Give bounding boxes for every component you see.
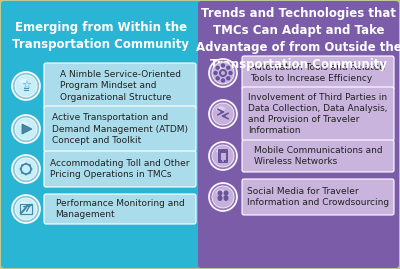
Wedge shape	[19, 161, 28, 167]
Circle shape	[209, 183, 237, 211]
Circle shape	[15, 75, 37, 97]
FancyBboxPatch shape	[198, 1, 399, 268]
Circle shape	[212, 186, 234, 208]
Circle shape	[221, 63, 225, 68]
FancyBboxPatch shape	[1, 1, 201, 268]
Circle shape	[209, 100, 237, 128]
Circle shape	[218, 190, 222, 196]
Text: Performance Monitoring and
Management: Performance Monitoring and Management	[56, 199, 184, 219]
Circle shape	[209, 142, 237, 170]
Circle shape	[228, 71, 233, 75]
Text: Emerging from Within the
Transportation Community: Emerging from Within the Transportation …	[12, 21, 190, 51]
Wedge shape	[19, 201, 28, 207]
Circle shape	[15, 198, 37, 220]
FancyBboxPatch shape	[44, 151, 196, 187]
Circle shape	[12, 155, 40, 183]
Circle shape	[212, 62, 234, 84]
Circle shape	[15, 118, 37, 140]
Circle shape	[28, 164, 31, 167]
Ellipse shape	[218, 195, 222, 201]
Text: Active Transportation and
Demand Management (ATDM)
Concept and Toolkit: Active Transportation and Demand Managem…	[52, 114, 188, 145]
Circle shape	[12, 195, 40, 223]
Circle shape	[209, 59, 237, 87]
Text: Mobile Communications and
Wireless Networks: Mobile Communications and Wireless Netwo…	[254, 146, 382, 166]
Wedge shape	[216, 148, 226, 154]
Wedge shape	[19, 121, 28, 127]
FancyBboxPatch shape	[44, 194, 196, 224]
FancyBboxPatch shape	[242, 56, 394, 90]
FancyBboxPatch shape	[242, 140, 394, 172]
Circle shape	[222, 160, 224, 162]
FancyBboxPatch shape	[242, 87, 394, 141]
Circle shape	[20, 168, 22, 170]
Ellipse shape	[224, 195, 228, 201]
Circle shape	[15, 158, 37, 180]
Circle shape	[226, 76, 230, 80]
FancyBboxPatch shape	[44, 106, 196, 152]
Circle shape	[28, 172, 31, 174]
Circle shape	[21, 172, 24, 174]
Circle shape	[224, 190, 228, 196]
Circle shape	[30, 168, 32, 170]
Text: Involvement of Third Parties in
Data Collection, Data Analysis,
and Provision of: Involvement of Third Parties in Data Col…	[248, 93, 388, 135]
Circle shape	[12, 72, 40, 100]
Circle shape	[219, 69, 227, 77]
Circle shape	[213, 71, 218, 75]
Circle shape	[21, 164, 24, 167]
Circle shape	[216, 76, 220, 80]
Text: A Nimble Service-Oriented
Program Mindset and
Organizational Structure: A Nimble Service-Oriented Program Mindse…	[60, 70, 180, 102]
Bar	[220, 153, 226, 160]
Text: Trends and Technologies that
TMCs Can Adapt and Take
Advantage of from Outside t: Trends and Technologies that TMCs Can Ad…	[196, 7, 400, 71]
Circle shape	[226, 65, 230, 70]
Circle shape	[221, 78, 225, 83]
FancyBboxPatch shape	[218, 149, 228, 163]
Circle shape	[25, 173, 27, 175]
Text: Social Media for Traveler
Information and Crowdsourcing: Social Media for Traveler Information an…	[247, 187, 389, 207]
Wedge shape	[216, 189, 226, 195]
Circle shape	[12, 115, 40, 143]
FancyBboxPatch shape	[44, 63, 196, 109]
Wedge shape	[216, 106, 226, 112]
FancyBboxPatch shape	[242, 179, 394, 215]
Text: Automation Tools and Related
Tools to Increase Efficiency: Automation Tools and Related Tools to In…	[250, 63, 386, 83]
Circle shape	[212, 103, 234, 125]
Wedge shape	[19, 78, 28, 84]
Text: Accommodating Toll and Other
Pricing Operations in TMCs: Accommodating Toll and Other Pricing Ope…	[50, 159, 190, 179]
Circle shape	[212, 145, 234, 167]
Text: ☆: ☆	[21, 80, 31, 90]
Circle shape	[25, 162, 27, 165]
Polygon shape	[22, 124, 32, 134]
Circle shape	[216, 65, 220, 70]
Circle shape	[221, 71, 225, 75]
Bar	[20, 204, 32, 214]
Wedge shape	[216, 65, 226, 71]
